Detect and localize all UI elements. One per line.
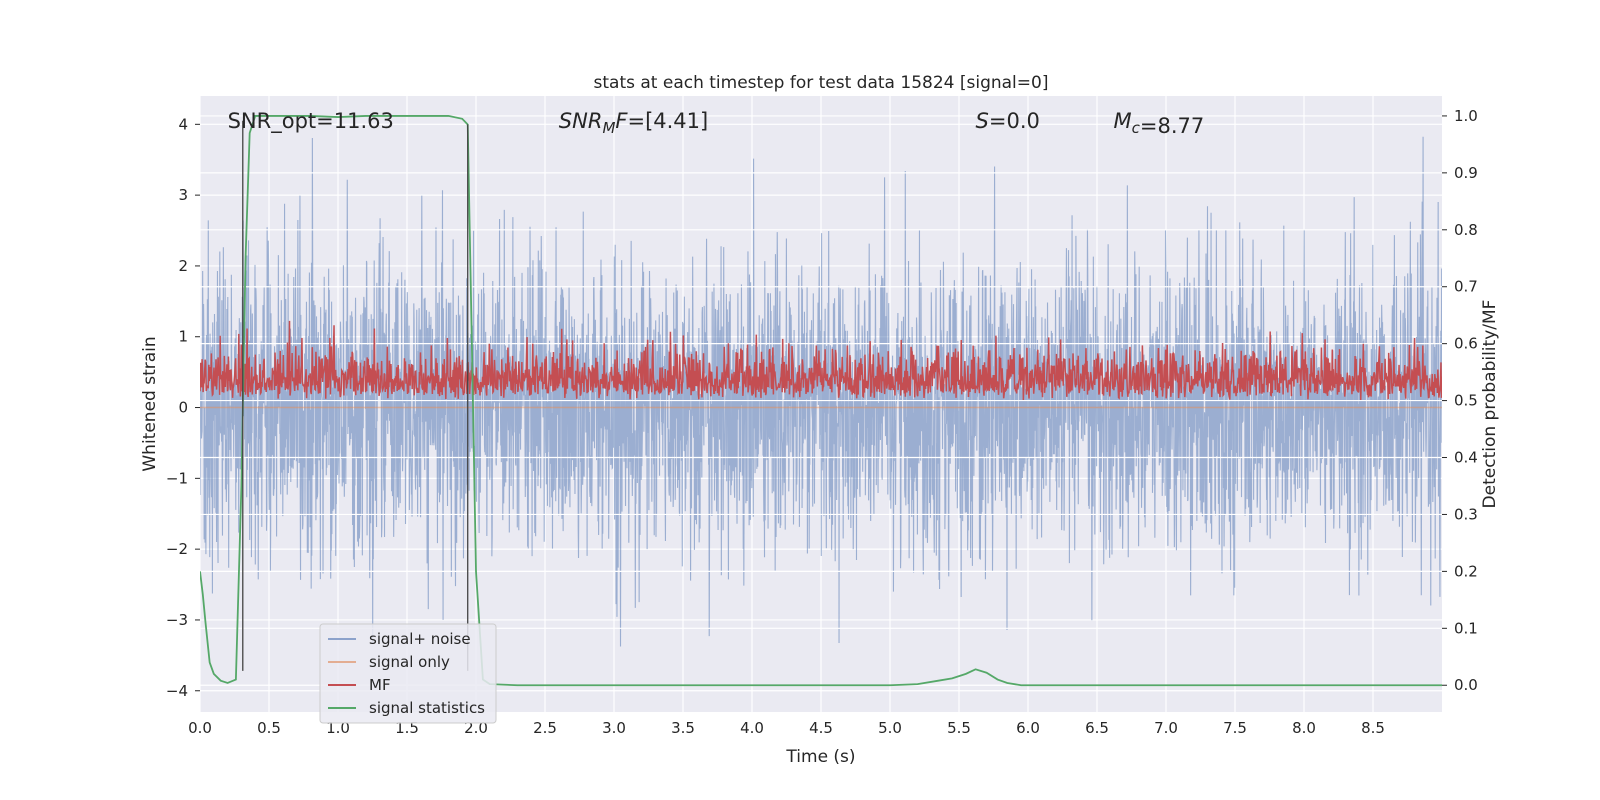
x-tick-label: 6.0	[1016, 719, 1040, 737]
legend-entry-signal-only: signal only	[328, 653, 450, 671]
y2-tick-label: 0.8	[1454, 221, 1478, 239]
legend-entry-signal-noise: signal+ noise	[328, 630, 471, 648]
legend-entry-signal-statistics: signal statistics	[328, 699, 485, 717]
legend-box	[319, 623, 497, 724]
legend-label: signal only	[369, 653, 450, 671]
series-signal-statistics	[200, 115, 1442, 687]
y-axis-label: Whitened strain	[140, 336, 160, 471]
y2-tick-label: 0.2	[1454, 562, 1478, 580]
x-tick-label: 3.0	[602, 719, 626, 737]
legend-label: MF	[369, 676, 391, 694]
y-tick-label: 1	[178, 328, 188, 346]
y-tick-label: −3	[166, 611, 188, 629]
x-tick-label: 2.5	[533, 719, 557, 737]
x-tick-label: 7.0	[1154, 719, 1178, 737]
y2-tick-label: 0.6	[1454, 335, 1478, 353]
x-tick-label: 5.5	[947, 719, 971, 737]
annotation-s: S=0.0	[976, 109, 1040, 133]
y2-tick-label: 0.1	[1454, 619, 1478, 637]
x-tick-label: 8.0	[1292, 719, 1316, 737]
y2-axis-label: Detection probability/MF	[1480, 300, 1500, 509]
x-tick-label: 0.5	[257, 719, 281, 737]
y-tick-label: 4	[178, 115, 188, 133]
y-axis-ticks: 4 3 2 1 0 −1 −2 −3 −4	[166, 115, 200, 700]
series-mf	[200, 320, 1442, 401]
y2-tick-label: 1.0	[1454, 107, 1478, 125]
chart-title: stats at each timestep for test data 158…	[594, 73, 1049, 93]
legend-entry-mf: MF	[328, 676, 391, 694]
x-tick-label: 4.0	[740, 719, 764, 737]
y2-tick-label: 0.3	[1454, 505, 1478, 523]
annotation-snr-mf: SNRMF=[4.41]	[559, 109, 708, 137]
annotation-mc: Mc=8.77	[1114, 109, 1205, 138]
x-axis-label: Time (s)	[785, 747, 855, 767]
legend-label: signal+ noise	[369, 630, 471, 648]
x-tick-label: 3.5	[671, 719, 695, 737]
annotation-snr-opt: SNR_opt=11.63	[228, 109, 394, 134]
y2-tick-label: 0.4	[1454, 449, 1478, 467]
legend: signal+ noise signal only MF signal stat…	[319, 623, 497, 724]
x-axis-ticks: 0.0 0.5 1.0 1.5 2.0 2.5 3.0 3.5 4.0 4.5 5.0 5.5 6.0 6…	[188, 719, 1385, 737]
x-tick-label: 4.5	[809, 719, 833, 737]
x-tick-label: 6.5	[1085, 719, 1109, 737]
x-tick-label: 7.5	[1223, 719, 1247, 737]
y2-axis-ticks: 1.0 0.9 0.8 0.7 0.6 0.5 0.4 0.3 0.2 0.1 0.0	[1442, 107, 1478, 694]
y-tick-label: 0	[178, 399, 188, 417]
x-tick-label: 0.0	[188, 719, 212, 737]
legend-label: signal statistics	[369, 699, 485, 717]
y-tick-label: 2	[178, 257, 188, 275]
y2-tick-label: 0.9	[1454, 164, 1478, 182]
annotations: SNR_opt=11.63 SNRMF=[4.41] S=0.0 Mc=8.77	[228, 109, 1205, 138]
y2-tick-label: 0.7	[1454, 278, 1478, 296]
x-tick-label: 5.0	[878, 719, 902, 737]
y-tick-label: −2	[166, 540, 188, 558]
vertical-markers	[242, 120, 469, 671]
y-tick-label: 3	[178, 186, 188, 204]
y2-tick-label: 0.0	[1454, 676, 1478, 694]
y-tick-label: −4	[166, 682, 188, 700]
x-tick-label: 8.5	[1361, 719, 1385, 737]
y-tick-label: −1	[166, 469, 188, 487]
series-signal-noise	[200, 136, 1442, 647]
y2-tick-label: 0.5	[1454, 392, 1478, 410]
